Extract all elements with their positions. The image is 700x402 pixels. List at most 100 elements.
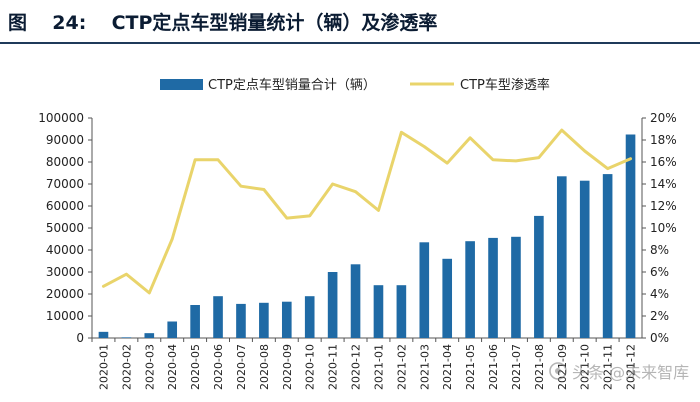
line-point bbox=[606, 167, 609, 170]
y-tick-label-right: 4% bbox=[650, 287, 669, 301]
y-tick-label-left: 100000 bbox=[38, 111, 84, 125]
bar bbox=[144, 333, 155, 338]
bar bbox=[259, 302, 269, 338]
line-series bbox=[101, 128, 633, 295]
x-tick-label: 2020-06 bbox=[212, 344, 225, 390]
y-tick-label-left: 0 bbox=[76, 331, 84, 345]
y-tick-label-right: 20% bbox=[650, 111, 677, 125]
y-tick-label-left: 10000 bbox=[46, 309, 84, 323]
bar bbox=[419, 242, 430, 338]
bar bbox=[167, 321, 178, 338]
line-point bbox=[308, 214, 311, 218]
bar bbox=[190, 305, 200, 338]
x-tick-label: 2021-08 bbox=[533, 344, 546, 390]
x-tick-label: 2021-07 bbox=[510, 344, 523, 390]
bar bbox=[511, 236, 521, 338]
line-point bbox=[148, 291, 151, 295]
line-point bbox=[537, 156, 541, 159]
line-point bbox=[377, 209, 380, 212]
bar bbox=[121, 337, 132, 338]
figure-title-text: CTP定点车型销量统计（辆）及渗透率 bbox=[111, 12, 438, 34]
y-tick-label-left: 70000 bbox=[46, 177, 84, 191]
y-tick-label-right: 0% bbox=[650, 331, 669, 345]
bar bbox=[602, 174, 613, 338]
line-point bbox=[216, 158, 220, 161]
y-tick-label-right: 12% bbox=[650, 199, 677, 213]
y-tick-label-right: 2% bbox=[650, 309, 669, 323]
x-tick-label: 2021-11 bbox=[602, 344, 615, 390]
bar bbox=[327, 272, 338, 338]
y-tick-label-left: 30000 bbox=[46, 265, 84, 279]
bar bbox=[213, 296, 223, 338]
title-rule bbox=[0, 42, 700, 44]
x-tick-label: 2021-05 bbox=[464, 344, 477, 390]
bar bbox=[373, 285, 384, 338]
legend-bar-label: CTP定点车型销量合计（辆） bbox=[208, 77, 376, 93]
line-point bbox=[193, 158, 197, 161]
y-tick-label-left: 80000 bbox=[46, 155, 84, 169]
x-tick-label: 2021-06 bbox=[487, 344, 500, 390]
bar bbox=[625, 134, 636, 338]
watermark-text: 头条 @未来智库 bbox=[572, 363, 690, 382]
figure-number: 24: bbox=[52, 12, 87, 34]
bar bbox=[465, 241, 475, 338]
x-tick-label: 2020-11 bbox=[327, 344, 340, 390]
bar bbox=[488, 237, 498, 338]
bar bbox=[281, 301, 292, 338]
bar bbox=[442, 258, 453, 338]
x-tick-label: 2020-04 bbox=[166, 344, 179, 390]
figure-title: 图 24: CTP定点车型销量统计（辆）及渗透率 bbox=[8, 6, 692, 40]
figure-label: 图 bbox=[8, 12, 28, 34]
line-point bbox=[331, 182, 334, 186]
bar bbox=[236, 303, 246, 338]
line-point bbox=[262, 188, 266, 191]
line-point bbox=[583, 149, 586, 153]
y-tick-label-left: 20000 bbox=[46, 287, 84, 301]
watermark: 头条 @未来智库 bbox=[548, 356, 689, 386]
line-point bbox=[102, 285, 105, 288]
legend: CTP定点车型销量合计（辆） CTP车型渗透率 bbox=[160, 77, 550, 93]
line-point bbox=[491, 158, 495, 161]
y-tick-label-left: 50000 bbox=[46, 221, 84, 235]
toutiao-logo-icon bbox=[549, 362, 567, 380]
bar bbox=[579, 180, 590, 338]
line-point bbox=[239, 185, 243, 188]
line-point bbox=[125, 273, 128, 276]
legend-line-label: CTP车型渗透率 bbox=[460, 77, 550, 93]
line-point bbox=[285, 216, 288, 220]
y-tick-label-left: 60000 bbox=[46, 199, 84, 213]
y-tick-label-left: 40000 bbox=[46, 243, 84, 257]
axes: 0 10000 20000 30000 40000 50000 60000 70000 8000… bbox=[38, 111, 676, 390]
line-point bbox=[468, 136, 472, 139]
x-tick-label: 2020-03 bbox=[143, 344, 156, 390]
bar bbox=[304, 296, 315, 338]
line-point bbox=[423, 145, 426, 148]
line-point bbox=[354, 190, 357, 193]
y-tick-label-right: 8% bbox=[650, 243, 669, 257]
line-point bbox=[560, 128, 563, 132]
x-tick-label: 2021-10 bbox=[579, 344, 592, 390]
line-path bbox=[101, 128, 633, 295]
y-tick-label-right: 6% bbox=[650, 265, 669, 279]
bar bbox=[396, 285, 407, 338]
x-tick-label: 2021-02 bbox=[395, 344, 408, 390]
x-tick-label: 2021-01 bbox=[372, 344, 385, 390]
line-point bbox=[171, 237, 174, 241]
x-tick-label: 2020-05 bbox=[189, 344, 202, 390]
x-tick-label: 2020-12 bbox=[350, 344, 363, 390]
x-tick-label: 2020-07 bbox=[235, 344, 248, 390]
legend-bar-swatch bbox=[160, 79, 203, 90]
line-point bbox=[446, 161, 449, 165]
y-tick-label-right: 16% bbox=[650, 155, 677, 169]
bar bbox=[534, 215, 544, 338]
y-tick-label-right: 18% bbox=[650, 133, 677, 147]
x-tick-label: 2021-12 bbox=[625, 344, 638, 390]
x-tick-label: 2020-08 bbox=[258, 344, 271, 390]
x-tick-label: 2021-03 bbox=[418, 344, 431, 390]
x-tick-label: 2020-10 bbox=[304, 344, 317, 390]
x-tick-label: 2020-02 bbox=[120, 344, 133, 390]
bar bbox=[556, 176, 567, 338]
line-point bbox=[514, 159, 518, 163]
bar bbox=[350, 264, 361, 338]
x-tick-label: 2021-04 bbox=[441, 344, 454, 390]
